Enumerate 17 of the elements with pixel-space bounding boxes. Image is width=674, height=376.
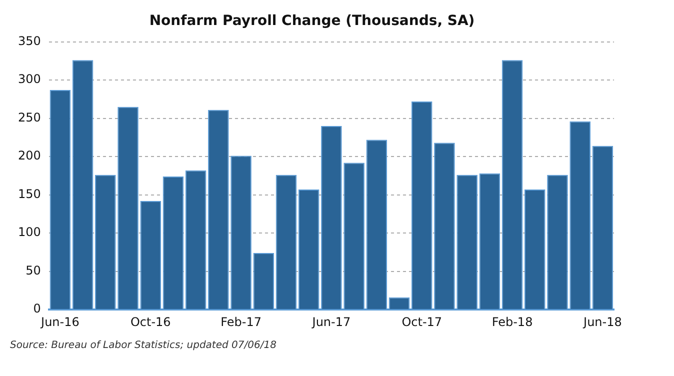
- y-tick-label: 150: [18, 186, 41, 201]
- chart-title: Nonfarm Payroll Change (Thousands, SA): [149, 13, 475, 30]
- x-tick-label: Oct-16: [130, 314, 171, 329]
- source-note: Source: Bureau of Labor Statistics; updated 07/06/18: [10, 340, 276, 351]
- y-tick-label: 100: [18, 225, 41, 240]
- y-tick-label: 300: [18, 72, 41, 86]
- y-tick-label: 350: [18, 34, 41, 48]
- y-tick-label: 250: [18, 110, 41, 124]
- x-tick-label: Jun-16: [40, 314, 80, 329]
- x-tick-label: Feb-18: [492, 314, 533, 329]
- x-tick-label: Jun-18: [582, 314, 622, 329]
- x-tick-label: Feb-17: [220, 314, 262, 329]
- x-tick-label: Jun-17: [311, 314, 351, 329]
- y-tick-label: 200: [18, 148, 41, 163]
- x-tick-label: Oct-17: [402, 314, 442, 329]
- y-tick-label: 50: [26, 263, 41, 278]
- y-tick-label: 0: [33, 302, 41, 316]
